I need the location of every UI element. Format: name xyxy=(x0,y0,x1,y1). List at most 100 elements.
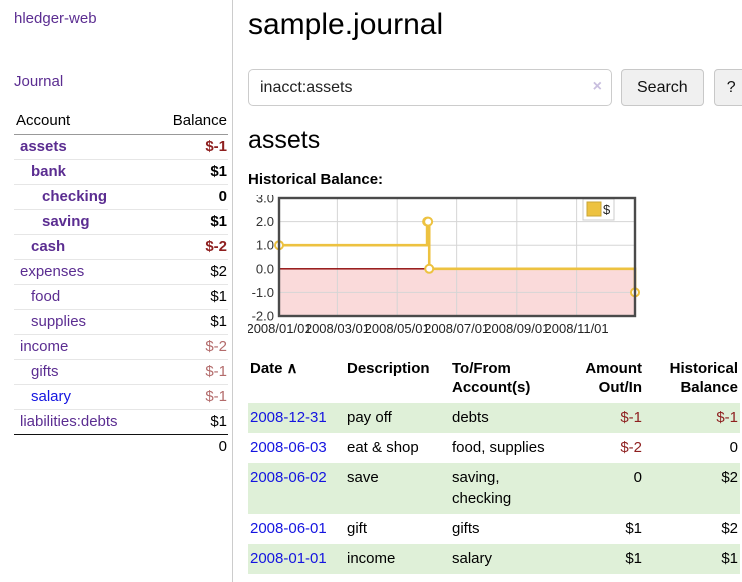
account-row: assets $-1 xyxy=(14,135,228,160)
account-row: food $1 xyxy=(14,284,228,310)
x-tick-label: 2008/05/01 xyxy=(365,321,430,336)
account-row: cash $-2 xyxy=(14,234,228,260)
account-row: gifts $-1 xyxy=(14,359,228,385)
search-input[interactable] xyxy=(248,69,612,106)
transaction-balance: $2 xyxy=(721,469,738,486)
account-balance: 0 xyxy=(146,184,228,210)
transaction-date: 2008-06-03 xyxy=(248,433,345,463)
account-link[interactable]: cash xyxy=(31,238,66,255)
legend-swatch xyxy=(586,201,602,217)
account-row: liabilities:debts $1 xyxy=(14,409,228,435)
accounts-table: Account Balance assets $-1 bank $1 checking 0… xyxy=(14,108,228,459)
transaction-date-link[interactable]: 2008-01-01 xyxy=(250,550,327,567)
account-balance: $1 xyxy=(146,309,228,335)
transaction-date: 2008-01-01 xyxy=(248,544,345,574)
transaction-accounts: gifts xyxy=(452,520,480,537)
transaction-amount: 0 xyxy=(633,469,642,486)
register-header-balance: Historical Balance xyxy=(669,360,738,396)
plot-border xyxy=(277,196,637,318)
transaction-description: gift xyxy=(347,520,368,537)
x-tick-label: 2008/01/01 xyxy=(248,321,312,336)
y-tick-label: -1.0 xyxy=(252,285,274,300)
register-header-amount: Amount Out/In xyxy=(585,360,642,396)
transaction-balance: $2 xyxy=(721,520,738,537)
accounts-header-account: Account xyxy=(14,108,146,135)
account-balance: $-1 xyxy=(146,384,228,410)
account-link[interactable]: checking xyxy=(42,188,108,205)
account-link[interactable]: liabilities:debts xyxy=(20,413,118,430)
transaction-accounts: salary xyxy=(452,550,493,567)
transaction-date: 2008-06-01 xyxy=(248,514,345,544)
transaction-balance: $-1 xyxy=(716,409,738,426)
y-tick-label: 3.0 xyxy=(256,195,274,206)
account-link[interactable]: gifts xyxy=(31,363,59,380)
transaction-accounts: debts xyxy=(452,409,489,426)
accounts-header-row: Account Balance xyxy=(14,108,228,135)
transaction-row: 2008-06-03 eat & shop food, supplies $-2 0 xyxy=(248,433,740,463)
transaction-balance: $1 xyxy=(721,550,738,567)
clear-search-icon[interactable]: × xyxy=(592,78,602,95)
account-link[interactable]: food xyxy=(31,288,61,305)
x-tick-label: 2008/03/01 xyxy=(305,321,370,336)
account-balance: $-2 xyxy=(146,334,228,360)
search-box: × xyxy=(248,69,612,106)
transaction-row: 2008-06-01 gift gifts $1 $2 xyxy=(248,514,740,544)
balance-chart: $3.0 2.0 1.0 0.0 -1.0 -2.02008/01/012008/03/0… xyxy=(248,195,640,336)
account-link[interactable]: salary xyxy=(31,388,72,405)
transaction-description: save xyxy=(347,469,379,486)
account-link[interactable]: assets xyxy=(20,138,67,155)
transaction-date-link[interactable]: 2008-06-03 xyxy=(250,439,327,456)
account-balance: $-1 xyxy=(146,359,228,385)
search-form: × Search ? xyxy=(248,69,742,106)
account-heading: assets xyxy=(248,126,321,154)
transaction-date-link[interactable]: 2008-12-31 xyxy=(250,409,327,426)
transaction-description: pay off xyxy=(347,409,392,426)
transaction-amount: $-2 xyxy=(620,439,642,456)
account-row: expenses $2 xyxy=(14,259,228,285)
account-link[interactable]: supplies xyxy=(31,313,87,330)
register-header-row: Date ∧ Description To/From Account(s) Amo… xyxy=(248,357,740,403)
page-title: sample.journal xyxy=(248,8,444,41)
account-link[interactable]: expenses xyxy=(20,263,85,280)
sidebar: hledger-web Journal Account Balance asse… xyxy=(0,0,233,582)
x-tick-label: 2008/09/01 xyxy=(484,321,549,336)
sort-ascending-icon[interactable]: ∧ xyxy=(286,360,298,377)
data-point xyxy=(423,216,434,227)
transaction-amount: $1 xyxy=(625,550,642,567)
account-balance: $1 xyxy=(146,209,228,235)
transaction-date: 2008-06-02 xyxy=(248,463,345,514)
y-tick-label: 0.0 xyxy=(256,261,274,276)
x-tick-label: 2008/07/01 xyxy=(424,321,489,336)
register-table: Date ∧ Description To/From Account(s) Amo… xyxy=(248,357,740,574)
account-link[interactable]: income xyxy=(20,338,69,355)
help-button[interactable]: ? xyxy=(713,69,742,106)
register-header-date: Date ∧ xyxy=(250,360,298,377)
app-title-link[interactable]: hledger-web xyxy=(14,10,97,27)
register-header-accounts: To/From Account(s) xyxy=(452,360,531,396)
account-balance: $1 xyxy=(146,159,228,185)
transaction-row: 2008-01-01 income salary $1 $1 xyxy=(248,544,740,574)
account-row: salary $-1 xyxy=(14,384,228,410)
transaction-row: 2008-06-02 save saving, checking 0 $2 xyxy=(248,463,740,514)
account-row: income $-2 xyxy=(14,334,228,360)
transaction-amount: $-1 xyxy=(620,409,642,426)
register-header-description: Description xyxy=(347,360,430,377)
transaction-description: eat & shop xyxy=(347,439,419,456)
data-point xyxy=(424,263,435,274)
transaction-date-link[interactable]: 2008-06-01 xyxy=(250,520,327,537)
search-button[interactable]: Search xyxy=(621,69,704,106)
account-link[interactable]: saving xyxy=(42,213,90,230)
transaction-accounts: food, supplies xyxy=(452,439,545,456)
sidebar-item-journal[interactable]: Journal xyxy=(14,73,64,90)
transaction-row: 2008-12-31 pay off debts $-1 $-1 xyxy=(248,403,740,433)
transaction-date-link[interactable]: 2008-06-02 xyxy=(250,469,327,486)
y-tick-label: 1.0 xyxy=(256,238,274,253)
account-link[interactable]: bank xyxy=(31,163,67,180)
accounts-total-row: 0 xyxy=(14,434,228,459)
transaction-accounts: saving, checking xyxy=(452,469,512,507)
account-row: bank $1 xyxy=(14,159,228,185)
account-balance: $1 xyxy=(146,284,228,310)
account-balance: $1 xyxy=(146,409,228,435)
y-tick-label: 2.0 xyxy=(256,214,274,229)
